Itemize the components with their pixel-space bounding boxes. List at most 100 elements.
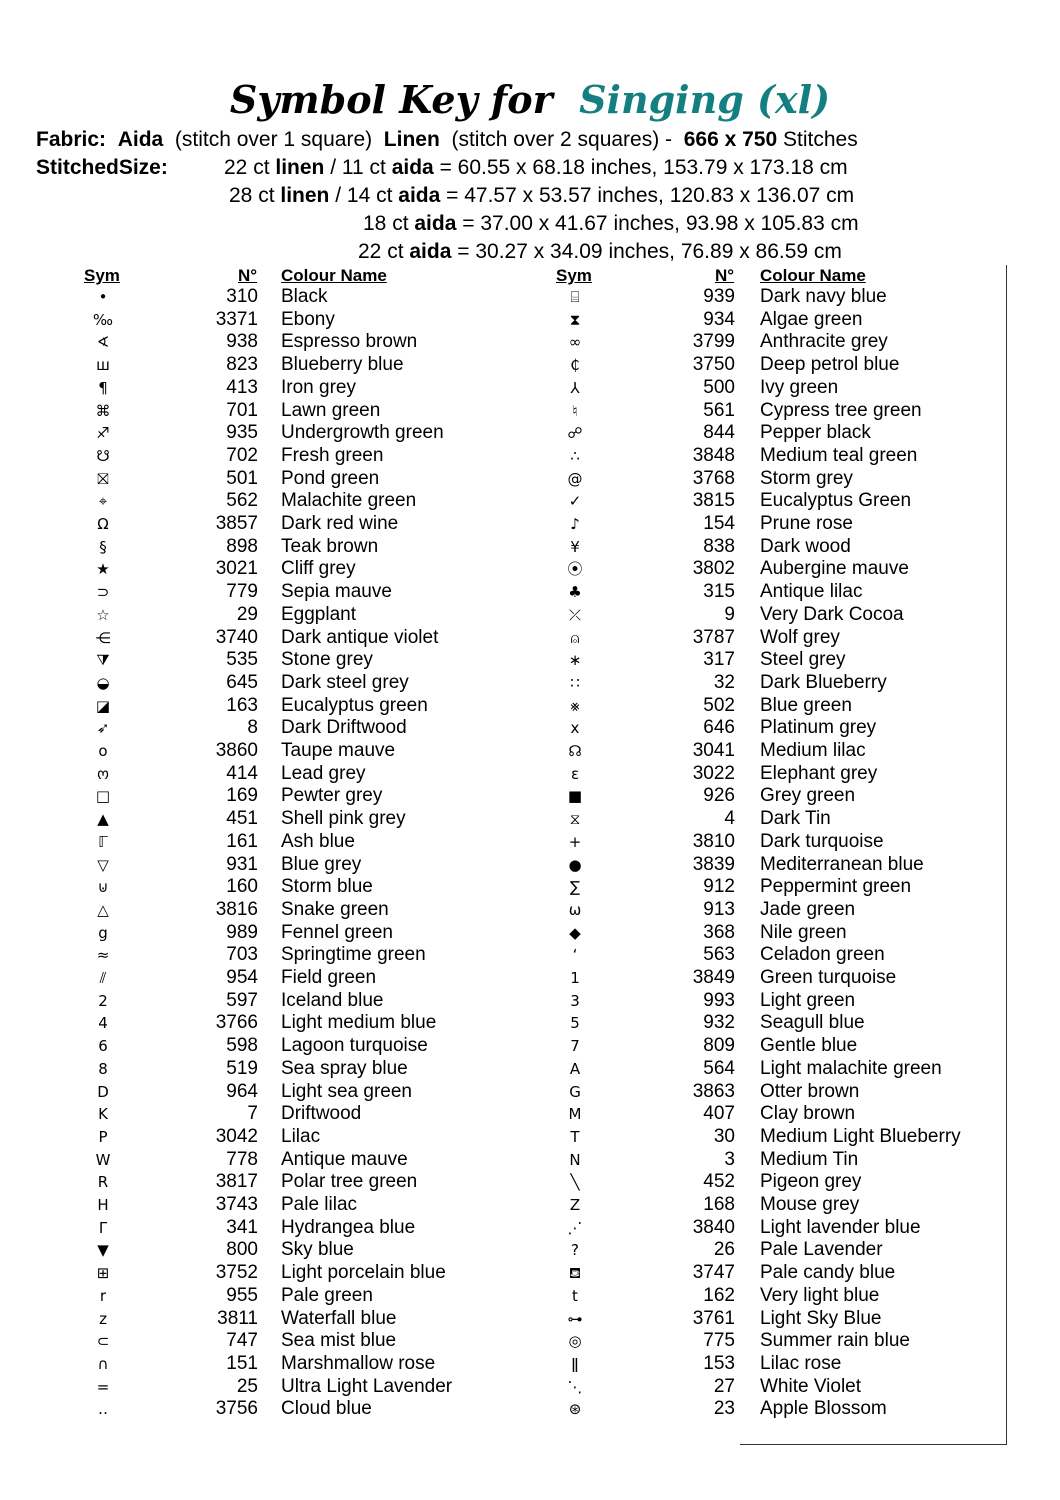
- thread-number: 4: [724, 808, 735, 830]
- colour-name: Peppermint green: [760, 876, 912, 898]
- colour-name: Gentle blue: [760, 1035, 858, 1057]
- header-name: Colour Name: [281, 266, 387, 285]
- thread-number: 3810: [692, 830, 735, 852]
- size-mid: / 14 ct: [329, 184, 399, 207]
- size-post: = 30.27 x 34.09 inches, 76.89 x 86.59 cm: [451, 240, 842, 263]
- colour-name: Undergrowth green: [281, 422, 444, 444]
- symbol-glyph: ∑: [569, 878, 581, 897]
- colour-name: Dark antique violet: [281, 626, 439, 648]
- symbol-glyph: ⅄: [570, 378, 580, 397]
- stitched-size-line: 22 ct aida = 30.27 x 34.09 inches, 76.89…: [358, 239, 842, 265]
- colour-name: Medium Tin: [760, 1148, 859, 1170]
- symbol-glyph: ✓: [568, 492, 582, 511]
- symbol-glyph: Ω: [97, 515, 109, 533]
- symbol-glyph: 7: [570, 1037, 580, 1056]
- thread-number: 3840: [692, 1216, 735, 1238]
- symbol-glyph: ◆: [569, 923, 581, 942]
- thread-number: 3857: [215, 513, 258, 534]
- symbol-glyph: ⊂: [96, 1332, 110, 1351]
- symbol-glyph: +: [568, 832, 582, 851]
- size-pre: 28 ct: [229, 184, 281, 207]
- colour-name: Medium Light Blueberry: [760, 1125, 961, 1147]
- colour-name: Driftwood: [281, 1103, 362, 1125]
- colour-name: Green turquoise: [760, 967, 897, 988]
- symbol-glyph: ш: [96, 356, 110, 375]
- symbol-glyph: ₵: [570, 356, 580, 375]
- fabric-aida-note: (stitch over 1 square): [174, 128, 373, 151]
- thread-number: 315: [703, 581, 735, 603]
- colour-name: Pale Lavender: [760, 1239, 883, 1261]
- colour-name: Espresso brown: [281, 331, 418, 353]
- symbol-glyph: ⧩: [96, 651, 110, 670]
- symbol-glyph: ⋰: [567, 1218, 583, 1237]
- thread-number: 414: [226, 762, 258, 784]
- colour-name: Sky blue: [281, 1239, 354, 1261]
- colour-name: Apple Blossom: [760, 1398, 887, 1420]
- symbol-glyph: ☆: [96, 605, 110, 624]
- colour-name: Light Sky Blue: [760, 1307, 882, 1329]
- symbol-glyph: ★: [96, 560, 110, 579]
- colour-name: Ultra Light Lavender: [281, 1375, 453, 1397]
- stitch-count: 666 x 750: [683, 128, 778, 151]
- thread-number: 931: [226, 853, 258, 875]
- symbol-glyph: t: [572, 1286, 578, 1305]
- colour-name: Cliff grey: [281, 558, 356, 580]
- colour-name: Sea spray blue: [281, 1057, 408, 1079]
- symbol-glyph: ⊶: [567, 1309, 583, 1328]
- symbol-glyph: ⫽: [99, 969, 107, 987]
- fabric-linen-note: (stitch over 2 squares) -: [451, 128, 673, 151]
- thread-number: 775: [703, 1330, 735, 1352]
- symbol-glyph: T: [570, 1127, 580, 1146]
- border-right: [1006, 265, 1007, 1445]
- symbol-glyph: @: [567, 469, 583, 488]
- thread-number: 3747: [692, 1262, 735, 1284]
- thread-number: 162: [703, 1284, 735, 1306]
- stitch-unit: Stitches: [783, 128, 858, 151]
- colour-name: Iron grey: [281, 376, 356, 398]
- symbol-glyph: ♣: [568, 583, 582, 602]
- symbol-glyph: ➶: [96, 719, 110, 738]
- colour-name: Teak brown: [281, 535, 379, 557]
- size-b1: aida: [414, 212, 457, 235]
- colour-name: Medium teal green: [760, 444, 918, 466]
- colour-name: Mouse grey: [760, 1194, 860, 1215]
- symbol-glyph: ⌸: [570, 288, 580, 306]
- colour-name: Lagoon turquoise: [281, 1035, 428, 1057]
- colour-name: Eggplant: [281, 603, 357, 625]
- thread-number: 3756: [215, 1398, 258, 1420]
- size-b1: aida: [409, 240, 452, 263]
- colour-name: Antique lilac: [760, 581, 863, 603]
- colour-name: Dark Driftwood: [281, 717, 407, 739]
- thread-number: 898: [226, 535, 258, 557]
- thread-number: 407: [703, 1103, 735, 1125]
- thread-number: 3766: [215, 1012, 258, 1034]
- thread-number: 32: [713, 671, 735, 693]
- colour-name: Celadon green: [760, 944, 885, 966]
- symbol-glyph: R: [97, 1173, 109, 1192]
- symbol-glyph: M: [568, 1105, 582, 1124]
- symbol-glyph: §: [99, 537, 107, 556]
- thread-number: 913: [703, 898, 735, 920]
- symbol-glyph: Z: [569, 1196, 581, 1214]
- colour-name: Pepper black: [760, 422, 871, 444]
- symbol-glyph: G: [569, 1082, 581, 1101]
- thread-number: 3750: [692, 354, 735, 376]
- colour-name: Light porcelain blue: [281, 1262, 446, 1284]
- size-b2: aida: [391, 156, 434, 179]
- symbol-glyph: ⧖: [569, 810, 581, 829]
- symbol-glyph: ●: [568, 855, 582, 874]
- symbol-glyph: =: [96, 1377, 110, 1396]
- thread-number: 3816: [215, 898, 258, 920]
- symbol-glyph: ⊞: [96, 1264, 110, 1283]
- thread-number: 3787: [692, 626, 735, 648]
- colour-name: Dark wood: [760, 535, 851, 557]
- fabric-label: Fabric:: [36, 128, 107, 151]
- page-title: Symbol Key for Singing (xl): [0, 74, 1060, 126]
- colour-name: Anthracite grey: [760, 331, 888, 353]
- symbol-glyph: ◪: [95, 696, 111, 715]
- thread-number: 151: [226, 1352, 258, 1374]
- colour-name: Aubergine mauve: [760, 558, 909, 580]
- size-post: = 37.00 x 41.67 inches, 93.98 x 105.83 c…: [456, 212, 859, 235]
- thread-number: 597: [226, 989, 258, 1011]
- colour-name: Field green: [281, 967, 377, 988]
